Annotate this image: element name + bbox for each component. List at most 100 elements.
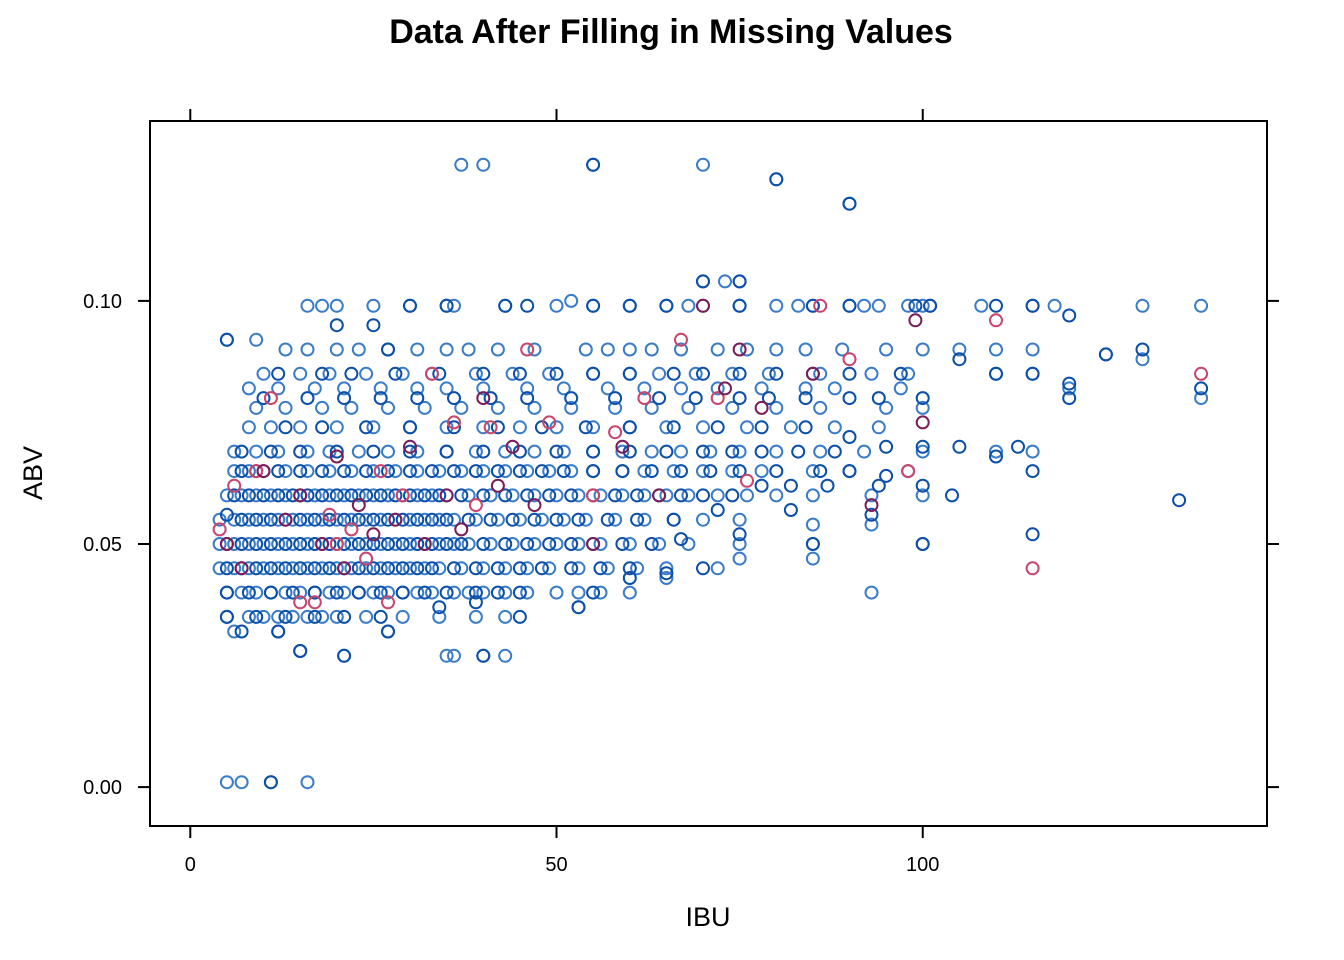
data-point (622, 342, 637, 357)
data-point (249, 585, 264, 600)
data-point (761, 391, 776, 406)
data-point (725, 400, 740, 415)
data-point (783, 420, 798, 435)
data-point (263, 775, 278, 790)
data-point (417, 585, 432, 600)
data-point (520, 585, 535, 600)
data-point (395, 585, 410, 600)
data-point (644, 464, 659, 479)
data-point (395, 488, 410, 503)
data-point (666, 512, 681, 527)
data-point (769, 342, 784, 357)
data-point (381, 624, 395, 639)
data-point (278, 488, 293, 503)
data-point (520, 464, 535, 479)
data-point (542, 537, 557, 551)
data-point (241, 585, 256, 600)
data-point (337, 609, 352, 624)
data-point (674, 332, 688, 347)
data-point (527, 444, 542, 459)
data-point (439, 585, 454, 600)
data-point (307, 595, 322, 610)
data-point (256, 488, 271, 503)
data-point (351, 512, 366, 527)
y-axis-label: ABV (18, 446, 48, 500)
data-point (366, 527, 381, 542)
data-point (249, 561, 264, 576)
data-point (813, 464, 828, 479)
data-point (410, 512, 425, 527)
data-point (681, 400, 696, 415)
data-point (871, 298, 886, 313)
data-point (600, 561, 615, 576)
data-point (864, 488, 879, 503)
data-point (732, 551, 747, 566)
data-point (879, 400, 894, 415)
data-point (307, 609, 322, 624)
data-point (688, 366, 703, 381)
data-point (1062, 391, 1077, 406)
data-point (227, 537, 242, 551)
data-point (915, 537, 930, 551)
data-point (219, 488, 234, 503)
data-point (468, 561, 483, 576)
data-point (249, 400, 264, 415)
data-point (373, 537, 388, 551)
data-point (271, 609, 286, 624)
data-point (366, 464, 381, 479)
data-point (490, 585, 505, 600)
data-point (534, 561, 549, 576)
data-point (476, 464, 491, 479)
data-point (798, 342, 813, 357)
data-point (842, 366, 857, 381)
data-point (366, 512, 381, 527)
data-point (490, 464, 505, 479)
data-point (263, 561, 278, 576)
data-point (476, 157, 491, 172)
data-point (652, 366, 667, 381)
data-point (586, 464, 601, 479)
data-point (476, 537, 491, 551)
data-point (659, 298, 674, 313)
data-point (718, 381, 732, 396)
data-point (241, 609, 256, 624)
data-point (344, 561, 359, 576)
data-point (425, 537, 439, 551)
data-point (315, 400, 330, 415)
data-point (241, 488, 256, 503)
data-point (329, 609, 344, 624)
data-point (439, 488, 454, 503)
data-point (1194, 391, 1209, 406)
data-point (322, 488, 337, 503)
data-point (622, 444, 637, 459)
data-point (564, 537, 579, 551)
data-point (1194, 298, 1209, 313)
data-point (278, 342, 293, 357)
data-point (454, 464, 469, 479)
data-point (410, 488, 425, 503)
data-point (586, 366, 601, 381)
data-point (300, 298, 315, 313)
data-point (578, 342, 593, 357)
data-point (263, 391, 278, 406)
data-point (512, 561, 527, 576)
data-point (805, 464, 820, 479)
data-point (432, 537, 447, 551)
data-point (1025, 366, 1040, 381)
data-point (439, 444, 454, 459)
data-point (754, 400, 769, 415)
data-point (337, 537, 352, 551)
data-point (549, 366, 564, 381)
data-point (227, 488, 242, 503)
data-point (241, 512, 256, 527)
data-point (644, 400, 659, 415)
data-point (395, 537, 410, 551)
data-point (359, 561, 374, 576)
data-point (366, 537, 381, 551)
data-point (901, 298, 916, 313)
data-point (271, 444, 286, 459)
data-point (622, 366, 637, 381)
data-point (249, 512, 264, 527)
data-point (300, 609, 315, 624)
data-point (366, 561, 381, 576)
